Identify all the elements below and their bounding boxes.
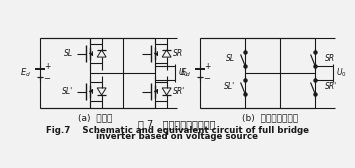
Text: +: + (204, 62, 210, 71)
Text: SL': SL' (224, 82, 235, 91)
Text: $E_d$: $E_d$ (180, 66, 191, 79)
Text: 图 7   单相桥电压型逆变器: 图 7 单相桥电压型逆变器 (138, 119, 216, 130)
Text: SR: SR (173, 49, 183, 58)
Text: $U_0$: $U_0$ (336, 66, 347, 79)
Text: −: − (203, 74, 211, 83)
Text: −: − (44, 74, 50, 83)
Text: SL: SL (65, 49, 73, 58)
Text: (b)  工作原理示意图: (b) 工作原理示意图 (242, 113, 298, 122)
Text: Fig.7    Schematic and equivalent circuit of full bridge: Fig.7 Schematic and equivalent circuit o… (45, 126, 308, 135)
Text: SR': SR' (173, 87, 185, 96)
Text: $U_0$: $U_0$ (178, 66, 189, 79)
Text: SR': SR' (325, 82, 337, 91)
Text: +: + (44, 62, 50, 71)
Text: inverter based on voltage source: inverter based on voltage source (96, 132, 258, 141)
Text: $E_d$: $E_d$ (21, 66, 32, 79)
Text: (a)  结构图: (a) 结构图 (78, 113, 112, 122)
Text: SL': SL' (62, 87, 73, 96)
Text: SR: SR (325, 54, 335, 63)
Text: SL: SL (226, 54, 235, 63)
